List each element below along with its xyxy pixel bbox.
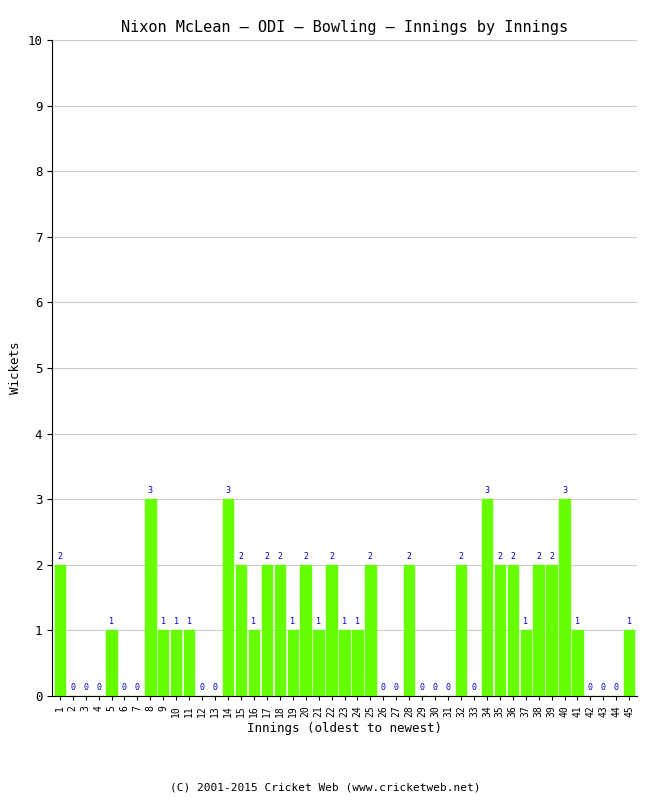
Text: 1: 1 — [523, 618, 528, 626]
Text: 1: 1 — [342, 618, 347, 626]
Text: 1: 1 — [174, 618, 179, 626]
Text: 0: 0 — [200, 683, 205, 692]
Bar — [158, 630, 168, 696]
Text: 1: 1 — [187, 618, 192, 626]
Bar — [508, 565, 518, 696]
Bar — [107, 630, 117, 696]
Bar — [223, 499, 233, 696]
Bar — [547, 565, 557, 696]
Bar — [456, 565, 466, 696]
Text: 2: 2 — [329, 552, 334, 561]
Text: 1: 1 — [627, 618, 632, 626]
Text: 1: 1 — [109, 618, 114, 626]
Bar — [482, 499, 492, 696]
Text: 2: 2 — [239, 552, 244, 561]
Bar — [572, 630, 582, 696]
Text: 3: 3 — [148, 486, 153, 495]
Text: 0: 0 — [420, 683, 424, 692]
Bar — [521, 630, 531, 696]
Y-axis label: Wickets: Wickets — [8, 342, 21, 394]
Text: 0: 0 — [83, 683, 88, 692]
Text: 2: 2 — [57, 552, 62, 561]
Text: 1: 1 — [575, 618, 580, 626]
Text: 2: 2 — [265, 552, 269, 561]
Text: 2: 2 — [368, 552, 373, 561]
Bar — [313, 630, 324, 696]
Bar — [262, 565, 272, 696]
Text: 2: 2 — [549, 552, 554, 561]
Bar — [624, 630, 634, 696]
X-axis label: Innings (oldest to newest): Innings (oldest to newest) — [247, 722, 442, 735]
Bar — [300, 565, 311, 696]
Text: 0: 0 — [122, 683, 127, 692]
Text: 1: 1 — [252, 618, 256, 626]
Text: 1: 1 — [161, 618, 166, 626]
Text: 0: 0 — [433, 683, 437, 692]
Bar — [236, 565, 246, 696]
Text: 2: 2 — [510, 552, 515, 561]
Bar — [287, 630, 298, 696]
Bar — [560, 499, 569, 696]
Text: 3: 3 — [226, 486, 231, 495]
Text: 1: 1 — [355, 618, 360, 626]
Text: 3: 3 — [562, 486, 567, 495]
Bar — [274, 565, 285, 696]
Text: 0: 0 — [213, 683, 218, 692]
Text: 2: 2 — [278, 552, 282, 561]
Text: 0: 0 — [614, 683, 619, 692]
Text: 0: 0 — [601, 683, 606, 692]
Bar — [404, 565, 415, 696]
Text: 2: 2 — [536, 552, 541, 561]
Text: 0: 0 — [394, 683, 398, 692]
Bar — [365, 565, 376, 696]
Title: Nixon McLean – ODI – Bowling – Innings by Innings: Nixon McLean – ODI – Bowling – Innings b… — [121, 20, 568, 34]
Text: 2: 2 — [407, 552, 411, 561]
Text: 0: 0 — [70, 683, 75, 692]
Text: 2: 2 — [497, 552, 502, 561]
Text: 0: 0 — [381, 683, 386, 692]
Text: 0: 0 — [471, 683, 476, 692]
Text: 1: 1 — [291, 618, 295, 626]
Bar — [352, 630, 363, 696]
Bar — [145, 499, 155, 696]
Text: 0: 0 — [445, 683, 450, 692]
Bar — [55, 565, 65, 696]
Bar — [184, 630, 194, 696]
Text: 2: 2 — [303, 552, 308, 561]
Text: 3: 3 — [484, 486, 489, 495]
Bar — [249, 630, 259, 696]
Text: 2: 2 — [458, 552, 463, 561]
Text: 0: 0 — [588, 683, 593, 692]
Text: 0: 0 — [96, 683, 101, 692]
Text: 0: 0 — [135, 683, 140, 692]
Bar — [534, 565, 544, 696]
Bar — [339, 630, 350, 696]
Text: (C) 2001-2015 Cricket Web (www.cricketweb.net): (C) 2001-2015 Cricket Web (www.cricketwe… — [170, 782, 480, 792]
Text: 1: 1 — [316, 618, 321, 626]
Bar — [495, 565, 505, 696]
Bar — [326, 565, 337, 696]
Bar — [171, 630, 181, 696]
